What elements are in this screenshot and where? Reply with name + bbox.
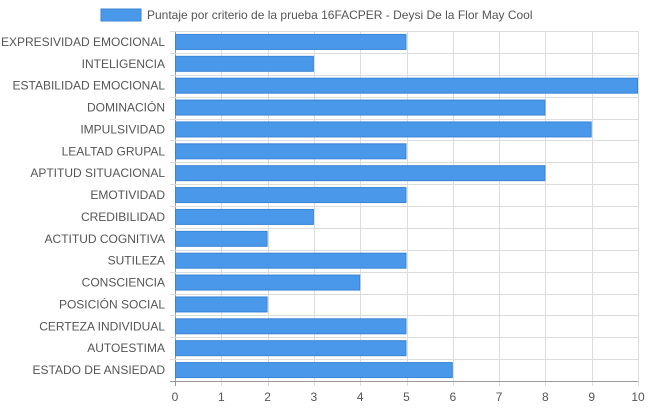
x-tick-label: 4: [357, 390, 364, 404]
x-axis-labels: 0 1 2 3 4 5 6 7 8 9 10: [172, 390, 645, 404]
y-tick-label: ACTITUD COGNITIVA: [45, 232, 165, 246]
bar: [175, 121, 592, 138]
bar: [175, 274, 361, 291]
x-tick-label: 10: [631, 390, 645, 404]
y-tick-label: LEALTAD GRUPAL: [62, 144, 166, 158]
x-tick-label: 2: [264, 390, 271, 404]
bar: [175, 99, 546, 116]
y-tick-label: EMOTIVIDAD: [90, 188, 165, 202]
bar: [175, 55, 314, 72]
bar: [175, 143, 407, 160]
bar: [175, 208, 314, 225]
y-tick-label: SUTILEZA: [108, 254, 165, 268]
y-tick-label: INTELIGENCIA: [82, 57, 165, 71]
y-tick-label: ESTABILIDAD EMOCIONAL: [13, 79, 166, 93]
y-tick-label: EXPRESIVIDAD EMOCIONAL: [1, 35, 165, 49]
y-tick-label: CERTEZA INDIVIDUAL: [39, 319, 165, 333]
legend[interactable]: Puntaje por criterio de la prueba 16FACP…: [100, 8, 533, 22]
y-tick-label: CONSCIENCIA: [82, 276, 165, 290]
legend-swatch: [100, 8, 142, 22]
x-tick-label: 0: [172, 390, 179, 404]
bar: [175, 362, 453, 379]
y-tick-label: AUTOESTIMA: [87, 341, 165, 355]
x-tick-label: 1: [218, 390, 225, 404]
bar: [175, 165, 546, 182]
y-tick-label: POSICIÓN SOCIAL: [59, 296, 165, 311]
bar: [175, 296, 268, 313]
y-axis-labels: EXPRESIVIDAD EMOCIONAL INTELIGENCIA ESTABI…: [1, 35, 165, 377]
y-tick-label: IMPULSIVIDAD: [80, 122, 165, 136]
bar: [175, 77, 638, 94]
bar: [175, 252, 407, 269]
bars: [175, 33, 638, 379]
bar: [175, 318, 407, 335]
x-tick-label: 6: [449, 390, 456, 404]
x-tick-label: 3: [311, 390, 318, 404]
y-tick-label: APTITUD SITUACIONAL: [30, 166, 165, 180]
x-tick-label: 5: [403, 390, 410, 404]
legend-label: Puntaje por criterio de la prueba 16FACP…: [147, 8, 533, 22]
y-tick-label: ESTADO DE ANSIEDAD: [33, 363, 166, 377]
bar: [175, 340, 407, 357]
y-tick-label: CREDIBILIDAD: [81, 210, 165, 224]
bar: [175, 187, 407, 204]
x-tick-label: 8: [542, 390, 549, 404]
x-tick-label: 7: [496, 390, 503, 404]
y-tick-label: DOMINACIÓN: [87, 100, 165, 115]
bar: [175, 33, 407, 50]
x-tick-label: 9: [588, 390, 595, 404]
bar: [175, 230, 268, 247]
